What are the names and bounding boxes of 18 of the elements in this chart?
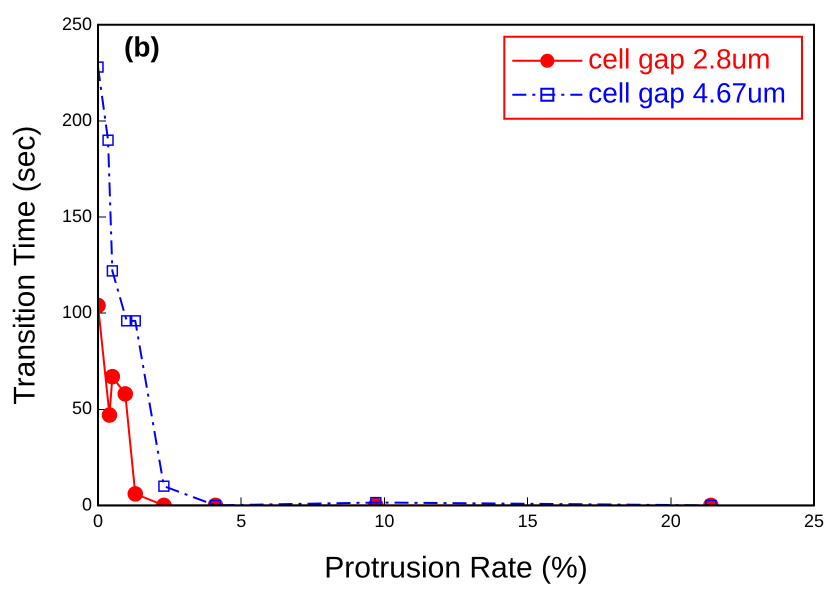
x-tick-label: 25 bbox=[804, 511, 824, 532]
x-tick-label: 10 bbox=[374, 511, 394, 532]
y-tick-label: 150 bbox=[62, 206, 92, 226]
point bbox=[102, 134, 114, 146]
legend-label: cell gap 2.8um bbox=[588, 44, 770, 75]
point bbox=[106, 265, 118, 277]
x-axis-title: Protrusion Rate (%) bbox=[324, 551, 588, 584]
y-axis-title: Transition Time (sec) bbox=[8, 126, 42, 405]
y-tick-label: 200 bbox=[62, 110, 92, 130]
annotation: (b) bbox=[124, 32, 160, 63]
y-tick-label: 50 bbox=[72, 398, 92, 418]
x-tick-label: 15 bbox=[518, 511, 538, 532]
x-tick-label: 5 bbox=[236, 511, 246, 532]
x-tick-label: 20 bbox=[660, 511, 681, 532]
y-tick-label: 0 bbox=[82, 494, 92, 514]
y-tick-label: 250 bbox=[62, 14, 92, 34]
y-tick-label: 100 bbox=[62, 302, 92, 322]
legend-label: cell gap 4.67um bbox=[588, 78, 786, 109]
